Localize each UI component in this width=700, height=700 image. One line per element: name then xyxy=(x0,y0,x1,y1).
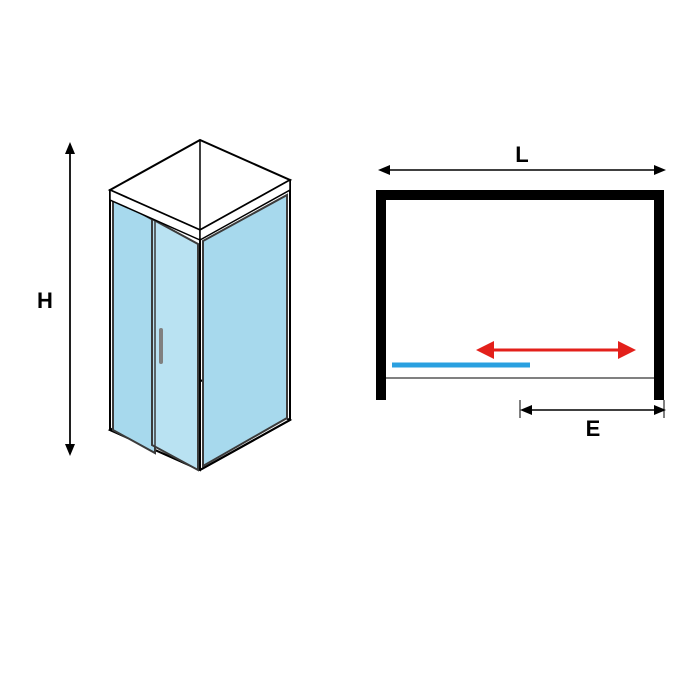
plan-view xyxy=(376,190,664,400)
glass-pane-fixed xyxy=(113,198,155,453)
dim-entry: E xyxy=(520,400,666,441)
glass-pane-sliding xyxy=(152,219,198,470)
dim-length: L xyxy=(378,142,666,175)
label-e: E xyxy=(586,416,601,441)
isometric-shower xyxy=(110,140,290,470)
dim-height: H xyxy=(37,142,75,456)
glass-side xyxy=(203,195,287,466)
label-h: H xyxy=(37,288,53,313)
label-l: L xyxy=(515,142,528,167)
